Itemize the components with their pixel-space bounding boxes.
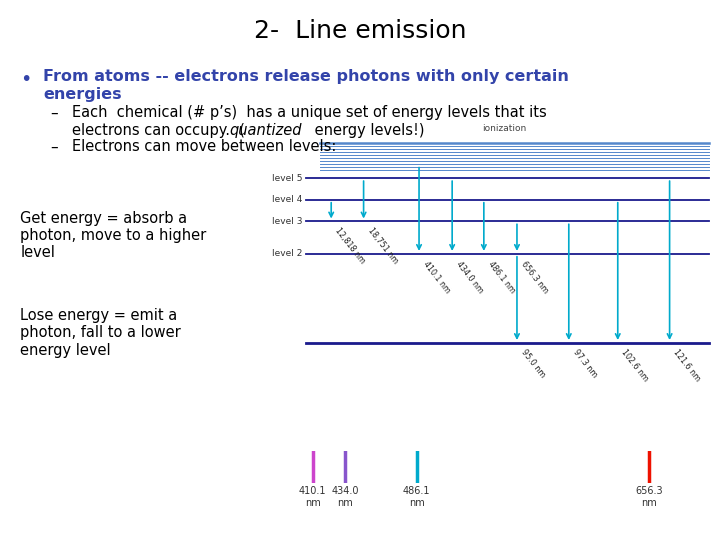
Text: 102.6 nm: 102.6 nm xyxy=(620,347,650,383)
Text: level 3: level 3 xyxy=(272,217,302,226)
Text: level 2: level 2 xyxy=(272,249,302,258)
Text: 12,818 nm: 12,818 nm xyxy=(333,226,367,265)
Text: Each  chemical (# p’s)  has a unique set of energy levels that its: Each chemical (# p’s) has a unique set o… xyxy=(72,105,546,120)
Text: 18,751 nm: 18,751 nm xyxy=(366,226,400,265)
Text: 656.3
nm: 656.3 nm xyxy=(636,486,663,508)
Text: 486.1 nm: 486.1 nm xyxy=(486,259,516,295)
Text: 121.6 nm: 121.6 nm xyxy=(672,347,702,383)
Text: From atoms -- electrons release photons with only certain: From atoms -- electrons release photons … xyxy=(43,69,569,84)
Text: Electrons can move between levels:: Electrons can move between levels: xyxy=(72,139,336,154)
Text: 486.1
nm: 486.1 nm xyxy=(402,486,431,508)
Text: Lose energy = emit a
photon, fall to a lower
energy level: Lose energy = emit a photon, fall to a l… xyxy=(20,308,181,357)
Text: 434.0
nm: 434.0 nm xyxy=(332,486,359,508)
Text: –: – xyxy=(50,105,58,120)
Text: 95.0 nm: 95.0 nm xyxy=(519,347,546,379)
Text: electrons can occupy.  (: electrons can occupy. ( xyxy=(72,123,245,138)
Text: •: • xyxy=(20,70,32,89)
Text: energies: energies xyxy=(43,87,122,103)
Text: –: – xyxy=(50,139,58,154)
Text: quantized: quantized xyxy=(229,123,302,138)
Text: Get energy = absorb a
photon, move to a higher
level: Get energy = absorb a photon, move to a … xyxy=(20,211,207,260)
Text: 434.0 nm: 434.0 nm xyxy=(454,259,485,295)
Text: 656.3 nm: 656.3 nm xyxy=(519,259,549,295)
Text: 97.3 nm: 97.3 nm xyxy=(571,347,598,379)
Text: level 4: level 4 xyxy=(272,195,302,204)
Text: level 5: level 5 xyxy=(272,174,302,183)
Text: 410.1 nm: 410.1 nm xyxy=(421,259,451,295)
Text: ionization: ionization xyxy=(482,124,526,133)
Text: energy levels!): energy levels!) xyxy=(310,123,424,138)
Text: 410.1
nm: 410.1 nm xyxy=(299,486,326,508)
Text: 2-  Line emission: 2- Line emission xyxy=(253,19,467,43)
